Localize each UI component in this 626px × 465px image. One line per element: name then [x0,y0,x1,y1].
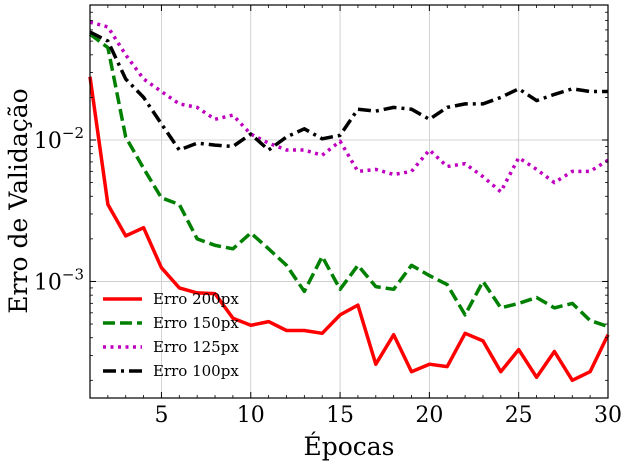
x-tick-label: 15 [326,403,354,428]
series-line-1 [88,76,610,383]
tick-labels: 5 10 15 20 25 30 10−3 10−2 [34,124,622,428]
series-line-2 [88,32,609,329]
series-group [88,20,610,383]
legend-label-1: Erro 200px [153,290,239,308]
x-tick-label: 25 [505,403,533,428]
legend: Erro 200px Erro 150px Erro 125px Erro 100px [103,290,239,380]
legend-label-3: Erro 125px [153,338,239,356]
plot-frame [89,4,609,399]
y-tick-label: 10−3 [34,265,84,295]
legend-label-4: Erro 100px [153,362,239,380]
x-tick-label: 30 [594,403,622,428]
x-axis-label: Épocas [303,432,394,461]
y-tick-label: 10−2 [34,124,84,154]
axis-ticks [89,4,609,398]
x-tick-label: 20 [415,403,443,428]
x-tick-label: 10 [237,403,265,428]
series-line-3 [89,20,609,194]
series-line-4 [89,30,608,152]
x-tick-label: 5 [154,403,168,428]
y-axis-label: Erro de Validação [4,88,33,313]
legend-label-2: Erro 150px [153,314,239,332]
